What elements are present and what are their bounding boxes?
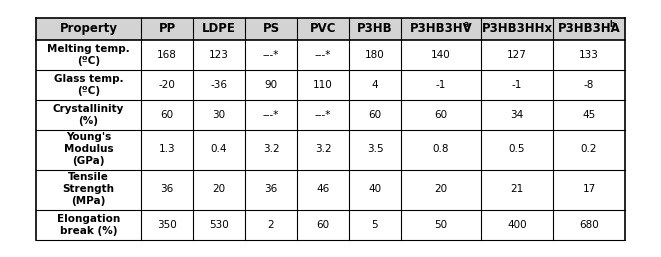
- Text: Crystallinity: Crystallinity: [53, 104, 124, 114]
- Text: b: b: [609, 20, 615, 29]
- Text: 0.8: 0.8: [433, 144, 449, 154]
- Text: 20: 20: [434, 185, 447, 195]
- Text: Tensile: Tensile: [68, 172, 109, 182]
- Text: 60: 60: [161, 109, 174, 120]
- Text: -1: -1: [512, 79, 522, 89]
- Text: -20: -20: [159, 79, 175, 89]
- Text: Melting temp.: Melting temp.: [47, 43, 130, 53]
- Text: 90: 90: [264, 79, 278, 89]
- Text: 0.4: 0.4: [211, 144, 227, 154]
- Text: ---*: ---*: [315, 109, 331, 120]
- Text: P3HB3HV: P3HB3HV: [410, 22, 473, 35]
- Text: 17: 17: [582, 185, 596, 195]
- Text: a: a: [463, 20, 469, 29]
- Text: 36: 36: [264, 185, 278, 195]
- Text: 180: 180: [365, 50, 385, 60]
- Text: 36: 36: [161, 185, 174, 195]
- Text: (%): (%): [79, 115, 98, 125]
- Text: 530: 530: [209, 219, 229, 230]
- Text: (ºC): (ºC): [77, 56, 100, 66]
- Text: -1: -1: [436, 79, 446, 89]
- Text: 5: 5: [371, 219, 378, 230]
- Text: LDPE: LDPE: [202, 22, 236, 35]
- Text: 3.2: 3.2: [262, 144, 280, 154]
- Bar: [36, 170, 625, 209]
- Text: 46: 46: [317, 185, 330, 195]
- Text: (MPa): (MPa): [71, 197, 106, 207]
- Text: PVC: PVC: [310, 22, 336, 35]
- Bar: [36, 40, 625, 69]
- Text: 680: 680: [579, 219, 599, 230]
- Text: 1.3: 1.3: [159, 144, 175, 154]
- Text: Modulus: Modulus: [63, 144, 113, 154]
- Text: 123: 123: [209, 50, 229, 60]
- Text: 30: 30: [212, 109, 225, 120]
- Text: (ºC): (ºC): [77, 86, 100, 96]
- Text: 127: 127: [507, 50, 527, 60]
- Text: P3HB: P3HB: [357, 22, 393, 35]
- Text: 60: 60: [368, 109, 381, 120]
- Text: 140: 140: [431, 50, 451, 60]
- Text: PS: PS: [262, 22, 280, 35]
- Text: break (%): break (%): [59, 225, 117, 235]
- Text: 3.5: 3.5: [367, 144, 383, 154]
- Text: Elongation: Elongation: [57, 214, 120, 224]
- Text: 400: 400: [507, 219, 527, 230]
- Text: PP: PP: [159, 22, 176, 35]
- Text: 21: 21: [510, 185, 524, 195]
- Text: 60: 60: [434, 109, 447, 120]
- Text: 168: 168: [157, 50, 177, 60]
- Text: 0.5: 0.5: [509, 144, 525, 154]
- Bar: [36, 69, 625, 99]
- Text: 20: 20: [212, 185, 225, 195]
- Text: Property: Property: [59, 22, 118, 35]
- Text: ---*: ---*: [263, 109, 279, 120]
- Text: P3HB3HA: P3HB3HA: [558, 22, 621, 35]
- Text: 2: 2: [268, 219, 274, 230]
- Text: 4: 4: [371, 79, 378, 89]
- Text: 350: 350: [157, 219, 177, 230]
- Bar: [36, 209, 625, 240]
- Text: Young's: Young's: [66, 133, 111, 142]
- Text: Glass temp.: Glass temp.: [54, 74, 124, 84]
- Text: -36: -36: [210, 79, 227, 89]
- Bar: [36, 99, 625, 130]
- Text: 110: 110: [313, 79, 333, 89]
- Text: 3.2: 3.2: [315, 144, 331, 154]
- Text: ---*: ---*: [263, 50, 279, 60]
- Text: 50: 50: [434, 219, 447, 230]
- Text: 34: 34: [510, 109, 524, 120]
- Text: 40: 40: [368, 185, 381, 195]
- Text: P3HB3HHx: P3HB3HHx: [481, 22, 553, 35]
- Text: 133: 133: [579, 50, 599, 60]
- Text: -8: -8: [584, 79, 594, 89]
- Text: 60: 60: [317, 219, 330, 230]
- Text: (GPa): (GPa): [72, 157, 104, 167]
- Text: 45: 45: [582, 109, 596, 120]
- Bar: [36, 130, 625, 170]
- Text: ---*: ---*: [315, 50, 331, 60]
- Text: 0.2: 0.2: [581, 144, 598, 154]
- Text: Strength: Strength: [63, 185, 114, 195]
- Bar: [36, 17, 625, 40]
